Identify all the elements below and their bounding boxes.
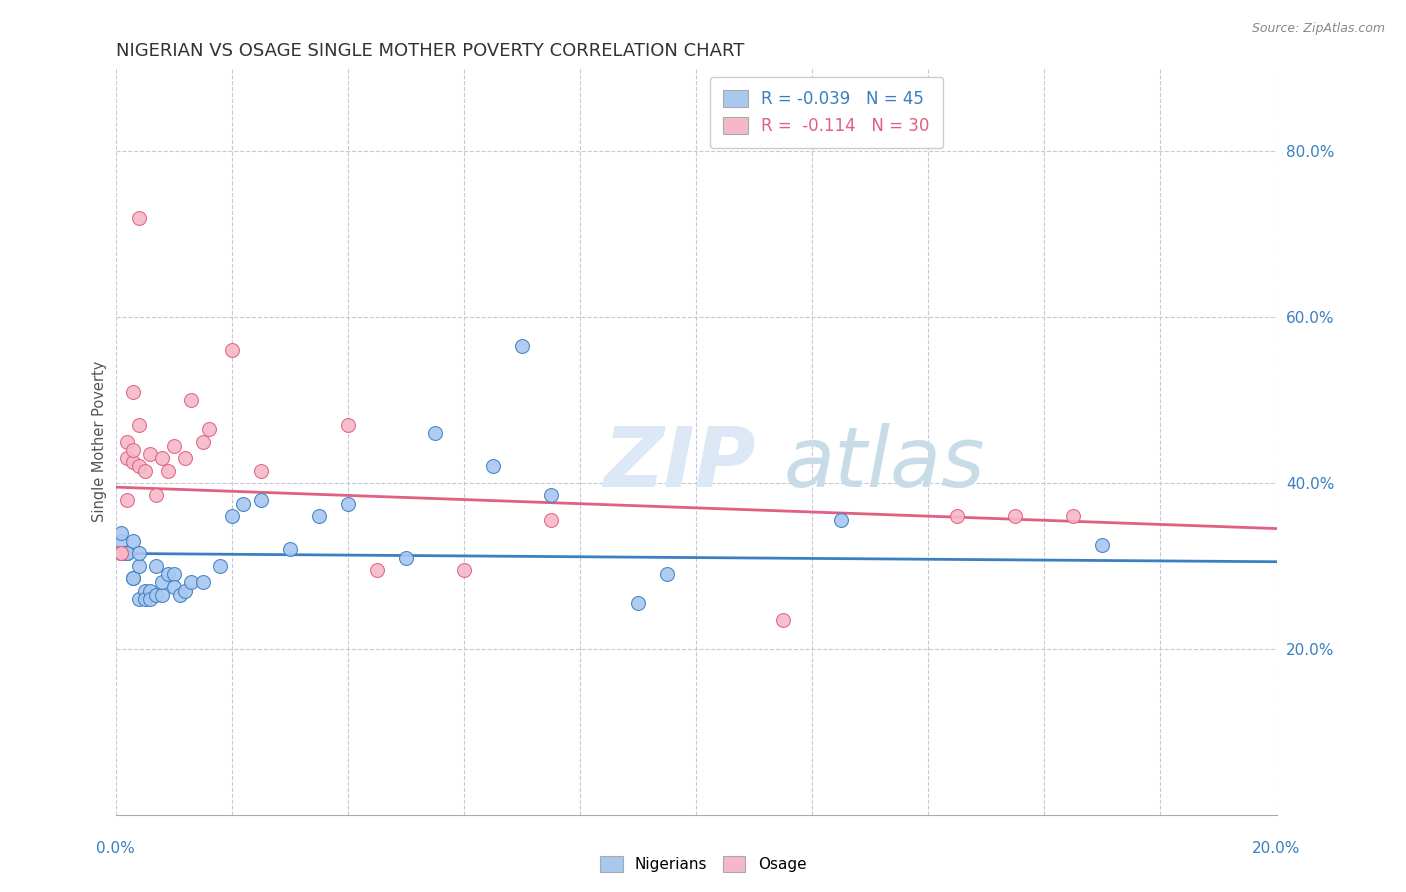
Point bbox=[117, 546, 139, 560]
Point bbox=[110, 546, 132, 560]
Point bbox=[150, 575, 173, 590]
Point bbox=[395, 550, 418, 565]
Text: 20.0%: 20.0% bbox=[1253, 841, 1301, 856]
Point bbox=[221, 509, 243, 524]
Text: 0.0%: 0.0% bbox=[96, 841, 135, 856]
Point bbox=[946, 509, 969, 524]
Point bbox=[336, 417, 359, 432]
Point bbox=[191, 575, 214, 590]
Point bbox=[110, 546, 132, 560]
Point bbox=[423, 426, 446, 441]
Point bbox=[145, 588, 167, 602]
Point bbox=[122, 442, 145, 457]
Point bbox=[122, 384, 145, 399]
Point bbox=[174, 451, 197, 466]
Point bbox=[1004, 509, 1026, 524]
Point bbox=[110, 546, 132, 560]
Point bbox=[128, 558, 150, 573]
Point bbox=[117, 451, 139, 466]
Legend: Nigerians, Osage: Nigerians, Osage bbox=[592, 848, 814, 880]
Point bbox=[117, 546, 139, 560]
Point bbox=[128, 211, 150, 225]
Point bbox=[122, 571, 145, 585]
Point bbox=[180, 575, 202, 590]
Point bbox=[128, 546, 150, 560]
Point bbox=[134, 464, 156, 478]
Point bbox=[453, 563, 475, 577]
Point bbox=[1091, 538, 1114, 552]
Point bbox=[163, 439, 186, 453]
Point bbox=[627, 596, 650, 610]
Point bbox=[122, 455, 145, 469]
Point bbox=[117, 546, 139, 560]
Point bbox=[117, 434, 139, 449]
Point bbox=[180, 393, 202, 408]
Point bbox=[117, 492, 139, 507]
Point bbox=[134, 592, 156, 607]
Point bbox=[156, 464, 179, 478]
Point bbox=[249, 492, 271, 507]
Point bbox=[169, 588, 191, 602]
Point bbox=[197, 422, 219, 436]
Point bbox=[366, 563, 388, 577]
Point bbox=[110, 534, 132, 549]
Point bbox=[191, 434, 214, 449]
Point bbox=[139, 592, 162, 607]
Point bbox=[163, 567, 186, 582]
Point bbox=[163, 580, 186, 594]
Point bbox=[128, 459, 150, 474]
Point bbox=[150, 451, 173, 466]
Point bbox=[145, 488, 167, 502]
Point bbox=[221, 343, 243, 358]
Point bbox=[117, 546, 139, 560]
Point bbox=[139, 583, 162, 598]
Text: Source: ZipAtlas.com: Source: ZipAtlas.com bbox=[1251, 22, 1385, 36]
Point bbox=[772, 613, 794, 627]
Point bbox=[122, 534, 145, 549]
Point bbox=[122, 571, 145, 585]
Point bbox=[232, 497, 254, 511]
Point bbox=[110, 546, 132, 560]
Point bbox=[278, 542, 301, 557]
Text: NIGERIAN VS OSAGE SINGLE MOTHER POVERTY CORRELATION CHART: NIGERIAN VS OSAGE SINGLE MOTHER POVERTY … bbox=[115, 42, 744, 60]
Point bbox=[174, 583, 197, 598]
Point bbox=[540, 488, 562, 502]
Point bbox=[510, 339, 533, 353]
Point bbox=[156, 567, 179, 582]
Point bbox=[209, 558, 232, 573]
Point bbox=[150, 588, 173, 602]
Point bbox=[139, 447, 162, 461]
Point bbox=[1062, 509, 1084, 524]
Point bbox=[308, 509, 330, 524]
Point bbox=[110, 525, 132, 540]
Point bbox=[336, 497, 359, 511]
Point bbox=[128, 592, 150, 607]
Legend: R = -0.039   N = 45, R =  -0.114   N = 30: R = -0.039 N = 45, R = -0.114 N = 30 bbox=[710, 77, 943, 148]
Point bbox=[249, 464, 271, 478]
Y-axis label: Single Mother Poverty: Single Mother Poverty bbox=[93, 361, 107, 522]
Text: atlas: atlas bbox=[783, 424, 984, 504]
Point bbox=[128, 417, 150, 432]
Point bbox=[830, 513, 852, 527]
Point bbox=[655, 567, 678, 582]
Text: ZIP: ZIP bbox=[603, 424, 756, 504]
Point bbox=[145, 558, 167, 573]
Point bbox=[540, 513, 562, 527]
Point bbox=[134, 583, 156, 598]
Point bbox=[482, 459, 505, 474]
